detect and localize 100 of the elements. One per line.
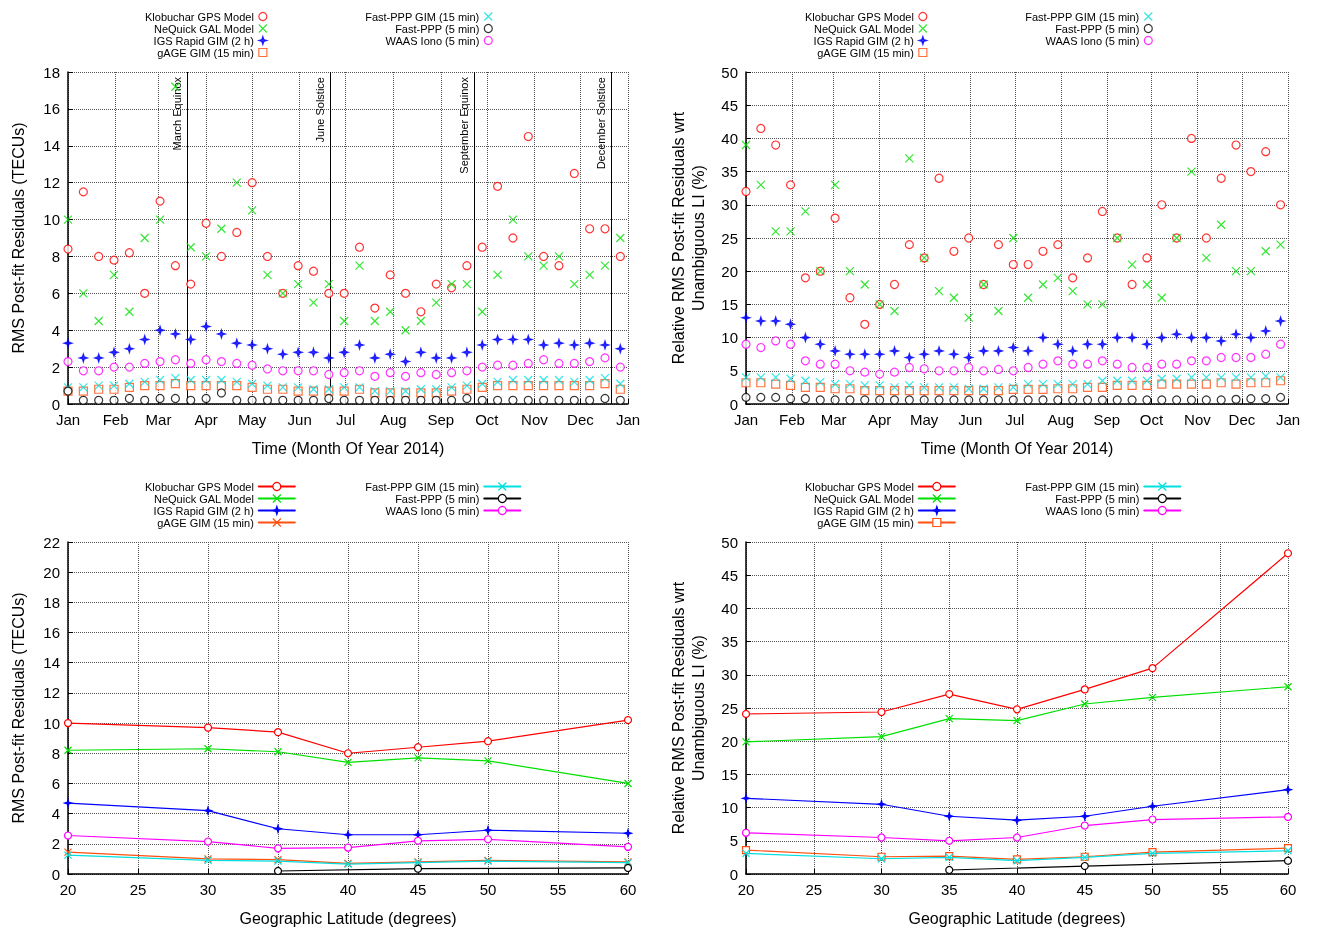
ref-line-label: June Solstice [313, 77, 326, 143]
y-tick-label: 50 [721, 63, 738, 81]
y-tick-label: 22 [43, 533, 60, 551]
x-tick-label: Dec [567, 411, 595, 428]
x-tick-label: 50 [479, 881, 497, 898]
x-tick-label: 25 [129, 881, 147, 898]
legend-label: IGS Rapid GIM (2 h) [153, 34, 254, 47]
x-tick-label: Aug [1047, 411, 1075, 428]
x-tick-label: Nov [1184, 411, 1212, 428]
y-tick-label: 40 [721, 599, 738, 617]
x-tick-label: Sep [1093, 411, 1121, 428]
x-tick-label: Jan [1275, 411, 1301, 428]
legend-label: Klobuchar GPS Model [144, 10, 254, 23]
legend-label: WAAS Iono (5 min) [1045, 34, 1140, 47]
x-axis-title: Geographic Latitude (degrees) [908, 909, 1126, 927]
y-tick-label: 10 [43, 714, 60, 732]
y-axis-title: RMS Post-fit Residuals (TECUs) [9, 592, 27, 824]
legend-label: Fast-PPP GIM (15 min) [1025, 480, 1140, 493]
legend-label: NeQuick GAL Model [813, 492, 914, 505]
y-tick-label: 35 [721, 163, 738, 181]
x-tick-label: Jun [958, 411, 983, 428]
x-tick-label: 60 [619, 881, 637, 898]
ref-line-label: September Equinox [458, 76, 471, 174]
legend-label: WAAS Iono (5 min) [385, 34, 480, 47]
x-axis-title: Time (Month Of Year 2014) [920, 439, 1114, 457]
y-tick-label: 20 [43, 563, 60, 581]
x-tick-label: 40 [1008, 881, 1026, 898]
x-tick-label: Feb [102, 411, 129, 428]
y-tick-label: 2 [51, 835, 60, 853]
y-tick-label: 30 [721, 666, 738, 684]
legend-label: gAGE GIM (15 min) [157, 516, 254, 529]
ref-line-label: March Equinox [171, 76, 184, 151]
x-tick-label: 30 [873, 881, 890, 898]
y-tick-label: 8 [51, 744, 60, 762]
y-tick-label: 25 [721, 699, 738, 717]
x-tick-label: Sep [427, 411, 455, 428]
y-tick-label: 45 [721, 566, 738, 584]
y-tick-label: 25 [721, 229, 738, 247]
x-tick-label: 35 [269, 881, 287, 898]
y-tick-label: 4 [51, 805, 60, 823]
y-axis-title: Relative RMS Post-fit Residuals wrt Unambiguous LI (%) [669, 111, 707, 365]
y-axis-title: RMS Post-fit Residuals (TECUs) [9, 122, 27, 354]
y-tick-label: 50 [721, 533, 738, 551]
x-tick-label: 45 [409, 881, 427, 898]
x-tick-label: Mar [145, 411, 172, 428]
x-tick-label: Feb [779, 411, 805, 428]
legend-label: Fast-PPP GIM (15 min) [365, 480, 480, 493]
legend-label: NeQuick GAL Model [813, 22, 914, 35]
y-tick-label: 5 [729, 362, 738, 380]
y-axis-title: Relative RMS Post-fit Residuals wrt Unambiguous LI (%) [669, 581, 707, 835]
x-tick-label: Mar [820, 411, 847, 428]
y-tick-label: 35 [721, 633, 738, 651]
legend-label: gAGE GIM (15 min) [157, 46, 254, 59]
y-tick-label: 2 [51, 358, 60, 376]
y-tick-label: 10 [721, 329, 738, 347]
y-tick-label: 12 [43, 174, 60, 192]
x-tick-label: Jul [336, 411, 356, 428]
x-tick-label: Jan [55, 411, 81, 428]
y-tick-label: 20 [721, 732, 738, 750]
x-tick-label: Oct [475, 411, 500, 428]
legend-label: IGS Rapid GIM (2 h) [813, 34, 914, 47]
y-tick-label: 18 [43, 63, 60, 81]
x-tick-label: 55 [1211, 881, 1229, 898]
y-tick-label: 16 [43, 100, 60, 118]
x-tick-label: Jun [287, 411, 312, 428]
ref-line-label: December Solstice [594, 77, 607, 170]
legend-label: Fast-PPP (5 min) [395, 492, 480, 505]
legend-label: NeQuick GAL Model [153, 22, 254, 35]
x-tick-label: Aug [379, 411, 407, 428]
legend-label: Fast-PPP GIM (15 min) [365, 10, 480, 23]
x-tick-label: Apr [194, 411, 218, 428]
y-tick-label: 10 [43, 211, 60, 229]
x-axis-title: Geographic Latitude (degrees) [239, 909, 457, 927]
y-tick-label: 16 [43, 624, 60, 642]
legend-label: gAGE GIM (15 min) [817, 46, 914, 59]
y-tick-label: 8 [51, 247, 60, 265]
x-tick-label: 60 [1279, 881, 1297, 898]
legend-label: Fast-PPP (5 min) [1055, 22, 1140, 35]
legend-label: gAGE GIM (15 min) [817, 516, 914, 529]
y-tick-label: 6 [51, 774, 60, 792]
legend-label: Klobuchar GPS Model [804, 480, 914, 493]
legend-label: WAAS Iono (5 min) [1045, 504, 1140, 517]
legend-label: Fast-PPP (5 min) [395, 22, 480, 35]
legend-label: Klobuchar GPS Model [804, 10, 914, 23]
x-tick-label: Apr [867, 411, 892, 428]
legend-label: Fast-PPP GIM (15 min) [1025, 10, 1140, 23]
y-tick-label: 5 [729, 832, 738, 850]
y-tick-label: 15 [721, 765, 738, 783]
y-tick-label: 30 [721, 196, 738, 214]
legend-label: IGS Rapid GIM (2 h) [813, 504, 914, 517]
y-tick-label: 0 [729, 865, 738, 883]
y-tick-label: 40 [721, 129, 738, 147]
x-tick-label: May [237, 411, 267, 428]
y-tick-label: 4 [51, 321, 60, 339]
x-tick-label: 45 [1076, 881, 1094, 898]
x-tick-label: May [910, 411, 939, 428]
x-tick-label: 40 [339, 881, 357, 898]
y-tick-label: 45 [721, 96, 738, 114]
y-tick-label: 10 [721, 799, 738, 817]
x-tick-label: Nov [521, 411, 549, 428]
